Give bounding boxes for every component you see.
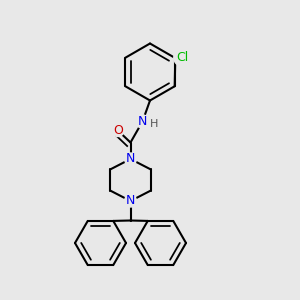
Circle shape [124,195,136,207]
Text: Cl: Cl [176,51,188,64]
Text: N: N [126,194,135,208]
Circle shape [112,124,124,136]
Text: N: N [138,115,147,128]
Circle shape [124,153,136,165]
Text: O: O [113,124,123,137]
Text: H: H [150,119,158,129]
Circle shape [174,49,190,66]
Circle shape [136,115,149,128]
Text: N: N [126,152,135,166]
Circle shape [148,118,159,129]
